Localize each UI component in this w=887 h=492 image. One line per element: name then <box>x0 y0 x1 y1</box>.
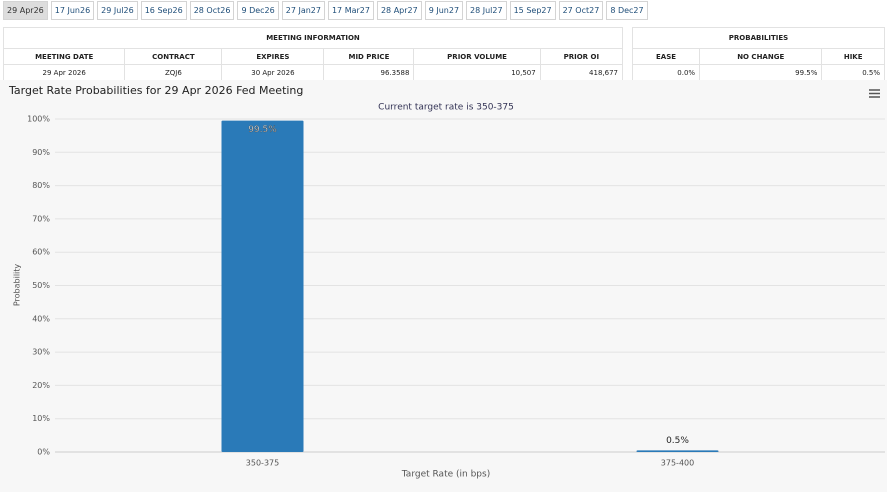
x-tick-label: 375-400 <box>661 459 694 468</box>
table-cell: 96.3588 <box>323 64 415 81</box>
column-header: EXPIRES <box>221 48 325 65</box>
table-cell: 418,677 <box>539 64 624 81</box>
column-header: EASE <box>631 48 701 65</box>
tab[interactable]: 28 Jul27 <box>466 1 507 20</box>
tab[interactable]: 29 Apr26 <box>3 1 48 20</box>
tab[interactable]: 17 Jun26 <box>50 1 95 20</box>
tab[interactable]: 28 Apr27 <box>376 1 422 20</box>
y-tick-label: 90% <box>32 148 50 157</box>
tab[interactable]: 28 Oct26 <box>189 1 235 20</box>
table-cell: 29 Apr 2026 <box>2 64 126 81</box>
table-cell: 0.0% <box>631 64 701 81</box>
y-tick-label: 10% <box>32 414 50 423</box>
column-header: PRIOR OI <box>539 48 624 65</box>
probabilities-table: PROBABILITIES EASE NO CHANGE HIKE 0.0% 99.5%… <box>631 27 885 81</box>
y-tick-label: 70% <box>32 214 50 223</box>
y-tick-label: 50% <box>32 281 50 290</box>
bar <box>221 120 304 452</box>
data-label: 99.5% <box>248 125 277 135</box>
column-header: MID PRICE <box>323 48 415 65</box>
column-header: PRIOR VOLUME <box>413 48 541 65</box>
y-tick-label: 80% <box>32 181 50 190</box>
data-label: 0.5% <box>666 436 689 446</box>
table-cell: 30 Apr 2026 <box>221 64 325 81</box>
tab[interactable]: 27 Jan27 <box>281 1 325 20</box>
tab[interactable]: 8 Dec27 <box>606 1 648 20</box>
table-cell: 99.5% <box>699 64 823 81</box>
y-tick-label: 60% <box>32 248 50 257</box>
chart-title: Target Rate Probabilities for 29 Apr 202… <box>8 84 303 97</box>
y-axis-label: Probability <box>13 264 22 307</box>
chart: Target Rate Probabilities for 29 Apr 202… <box>0 80 887 492</box>
tab[interactable]: 15 Sep27 <box>509 1 556 20</box>
chart-subtitle: Current target rate is 350-375 <box>378 103 514 113</box>
tab[interactable]: 16 Sep26 <box>140 1 187 20</box>
bar <box>636 450 719 452</box>
tab[interactable]: 9 Dec26 <box>237 1 279 20</box>
y-tick-label: 20% <box>32 381 50 390</box>
x-tick-label: 350-375 <box>246 459 279 468</box>
table-cell: 10,507 <box>413 64 541 81</box>
table-title: PROBABILITIES <box>632 27 885 49</box>
tab[interactable]: 27 Oct27 <box>558 1 604 20</box>
y-tick-label: 100% <box>27 115 50 124</box>
column-header: MEETING DATE <box>2 48 126 65</box>
tab-bar: 29 Apr26 17 Jun26 29 Jul26 16 Sep26 28 Oct26… <box>3 1 648 20</box>
table-cell: ZQJ6 <box>124 64 223 81</box>
tab[interactable]: 17 Mar27 <box>327 1 374 20</box>
y-tick-label: 40% <box>32 314 50 323</box>
x-axis-label: Target Rate (in bps) <box>401 470 490 480</box>
column-header: HIKE <box>821 48 885 65</box>
tab[interactable]: 9 Jun27 <box>424 1 464 20</box>
meeting-table: MEETING INFORMATION MEETING DATE CONTRACT… <box>2 27 624 81</box>
menu-button[interactable] <box>868 88 881 99</box>
y-tick-label: 0% <box>37 448 50 457</box>
column-header: CONTRACT <box>124 48 223 65</box>
y-tick-label: 30% <box>32 348 50 357</box>
tab[interactable]: 29 Jul26 <box>97 1 138 20</box>
column-header: NO CHANGE <box>699 48 823 65</box>
table-cell: 0.5% <box>821 64 885 81</box>
table-title: MEETING INFORMATION <box>3 27 623 49</box>
